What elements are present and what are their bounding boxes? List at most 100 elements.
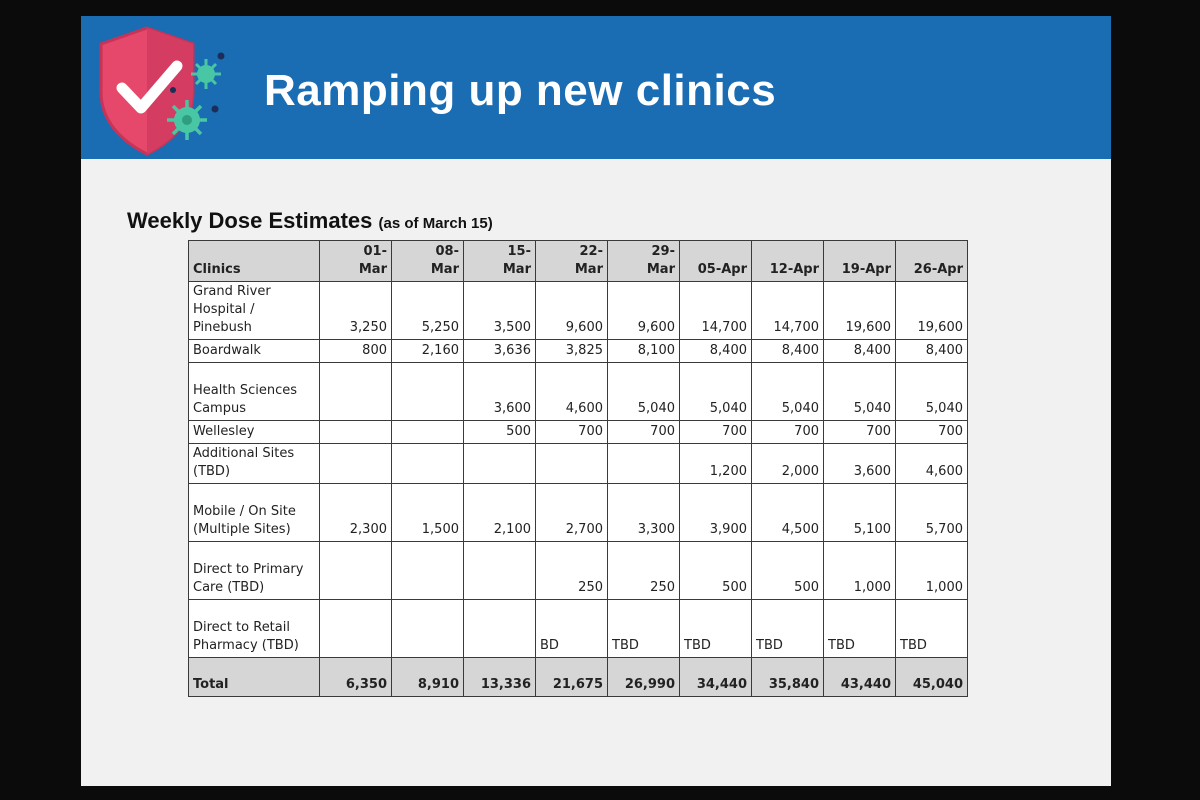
table-row: Boardwalk 800 2,160 3,636 3,825 8,100 8,400 8,4… [188, 339, 968, 363]
dose-cell: 14,700 [679, 281, 752, 340]
dose-cell [391, 420, 464, 444]
dose-cell: 700 [823, 420, 896, 444]
dose-cell: TBD [823, 599, 896, 658]
slide-header: Ramping up new clinics [81, 16, 1111, 159]
dose-cell: 3,600 [823, 443, 896, 484]
dose-cell: 5,040 [823, 362, 896, 421]
presentation-slide: Ramping up new clinics Weekly Dose Estim… [81, 16, 1111, 786]
column-header: 22- Mar [535, 240, 608, 282]
column-header-clinics: Clinics [188, 240, 320, 282]
dose-cell [463, 599, 536, 658]
slide-title: Ramping up new clinics [264, 66, 777, 115]
column-header: 08- Mar [391, 240, 464, 282]
table-row: Mobile / On Site (Multiple Sites) 2,300 1,… [188, 483, 968, 542]
weekly-dose-table: Clinics 01- Mar 08- Mar 15- Mar 22- Mar 29- M… [188, 240, 968, 697]
clinic-name-cell: Direct to Retail Pharmacy (TBD) [188, 599, 320, 658]
column-header: 01- Mar [319, 240, 392, 282]
total-cell: 43,440 [823, 657, 896, 697]
total-row: Total 6,350 8,910 13,336 21,675 26,990 34,440 3… [188, 657, 968, 697]
dose-cell: 19,600 [823, 281, 896, 340]
table-row: Health Sciences Campus 3,600 4,600 5,040 5,0… [188, 362, 968, 421]
table-heading: Weekly Dose Estimates (as of March 15) [127, 208, 493, 234]
dose-cell: 5,040 [895, 362, 968, 421]
dose-cell: 250 [607, 541, 680, 600]
dose-cell: 8,400 [895, 339, 968, 363]
column-header: 19-Apr [823, 240, 896, 282]
column-header: 05-Apr [679, 240, 752, 282]
dose-cell: 700 [895, 420, 968, 444]
total-cell: 13,336 [463, 657, 536, 697]
total-cell: 45,040 [895, 657, 968, 697]
clinic-name-cell: Boardwalk [188, 339, 320, 363]
dose-cell [319, 362, 392, 421]
dose-cell: 5,100 [823, 483, 896, 542]
dose-cell: 800 [319, 339, 392, 363]
dose-cell: 9,600 [607, 281, 680, 340]
dose-cell: 5,250 [391, 281, 464, 340]
total-cell: 35,840 [751, 657, 824, 697]
dose-cell [319, 541, 392, 600]
table-row: Additional Sites (TBD) 1,200 2,000 3,600 4,6… [188, 443, 968, 484]
column-header: 12-Apr [751, 240, 824, 282]
dose-cell: TBD [895, 599, 968, 658]
dose-cell [319, 443, 392, 484]
dose-cell: 2,000 [751, 443, 824, 484]
dose-cell [463, 443, 536, 484]
dose-cell: 700 [535, 420, 608, 444]
dose-cell [391, 599, 464, 658]
table-row: Grand River Hospital / Pinebush 3,250 5,25… [188, 281, 968, 340]
dose-cell [319, 599, 392, 658]
total-cell: 21,675 [535, 657, 608, 697]
dose-cell: 700 [607, 420, 680, 444]
dose-cell: 500 [463, 420, 536, 444]
dose-cell: 500 [751, 541, 824, 600]
dose-cell: 8,100 [607, 339, 680, 363]
dose-cell: BD [535, 599, 608, 658]
column-header: 29- Mar [607, 240, 680, 282]
dose-cell: 1,500 [391, 483, 464, 542]
dose-cell: 700 [679, 420, 752, 444]
total-label: Total [188, 657, 320, 697]
dose-cell: TBD [679, 599, 752, 658]
clinic-name-cell: Additional Sites (TBD) [188, 443, 320, 484]
dose-cell: 700 [751, 420, 824, 444]
dose-cell: 3,900 [679, 483, 752, 542]
clinic-name-cell: Direct to Primary Care (TBD) [188, 541, 320, 600]
clinic-name-cell: Grand River Hospital / Pinebush [188, 281, 320, 340]
dose-cell: 5,700 [895, 483, 968, 542]
clinic-name-cell: Wellesley [188, 420, 320, 444]
dose-cell: 2,160 [391, 339, 464, 363]
clinic-name-cell: Health Sciences Campus [188, 362, 320, 421]
dose-cell [535, 443, 608, 484]
dose-cell: 5,040 [607, 362, 680, 421]
dose-cell: TBD [751, 599, 824, 658]
table-header-row: Clinics 01- Mar 08- Mar 15- Mar 22- Mar 29- M… [188, 240, 968, 282]
dose-cell: 8,400 [823, 339, 896, 363]
dose-cell: 250 [535, 541, 608, 600]
table-row: Direct to Primary Care (TBD) 250 250 500 500… [188, 541, 968, 600]
dose-cell: 1,000 [895, 541, 968, 600]
virus-icon [167, 52, 225, 140]
dose-cell: 5,040 [679, 362, 752, 421]
dose-cell: 19,600 [895, 281, 968, 340]
dose-cell [463, 541, 536, 600]
dose-cell: 3,500 [463, 281, 536, 340]
dose-cell: 3,300 [607, 483, 680, 542]
table-row: Direct to Retail Pharmacy (TBD) BD TBD TBD T… [188, 599, 968, 658]
table-row: Wellesley 500 700 700 700 700 700 700 [188, 420, 968, 444]
dose-cell: 2,100 [463, 483, 536, 542]
column-header: 26-Apr [895, 240, 968, 282]
table-heading-text: Weekly Dose Estimates [127, 208, 373, 233]
table-heading-note: (as of March 15) [378, 215, 493, 232]
total-cell: 6,350 [319, 657, 392, 697]
dose-cell: 3,600 [463, 362, 536, 421]
dose-cell: 2,300 [319, 483, 392, 542]
dose-cell: 1,200 [679, 443, 752, 484]
clinic-name-cell: Mobile / On Site (Multiple Sites) [188, 483, 320, 542]
dose-cell: 8,400 [751, 339, 824, 363]
dose-cell: 4,600 [895, 443, 968, 484]
total-cell: 8,910 [391, 657, 464, 697]
dose-cell: 3,250 [319, 281, 392, 340]
dose-cell [391, 362, 464, 421]
